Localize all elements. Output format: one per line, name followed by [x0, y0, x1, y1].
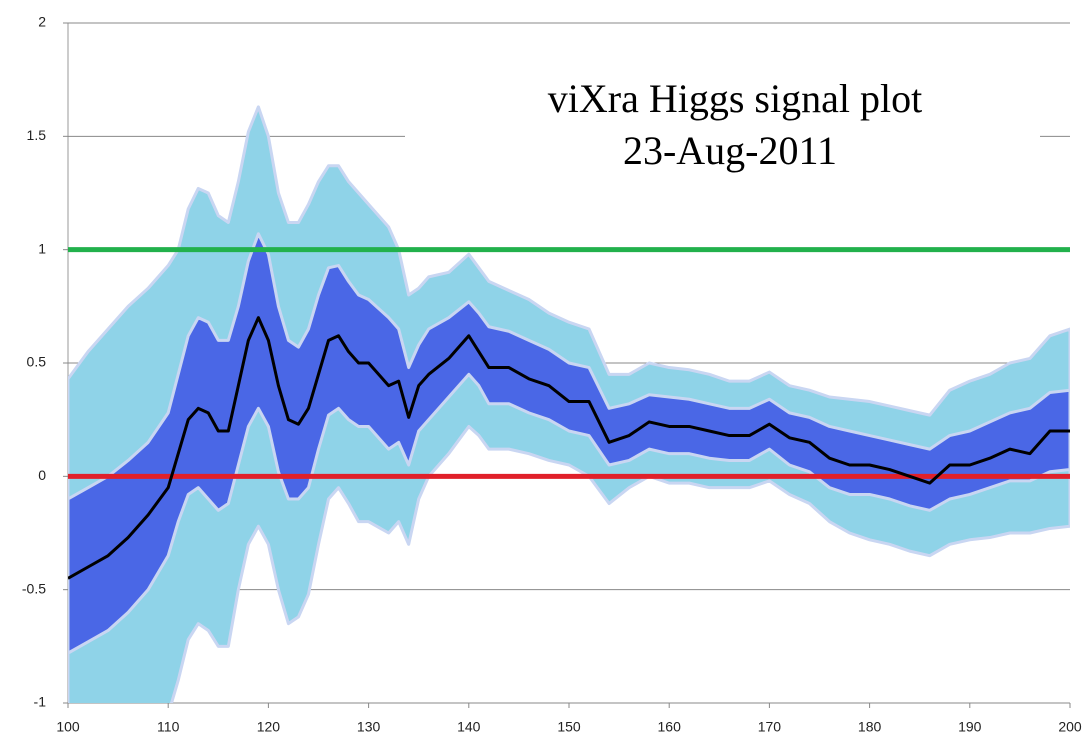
x-tick-label: 170	[758, 719, 782, 735]
x-tick-label: 200	[1058, 719, 1082, 735]
chart-title: viXra Higgs signal plot	[548, 76, 922, 121]
y-tick-label: 1.5	[27, 127, 47, 143]
x-tick-label: 100	[56, 719, 80, 735]
line	[68, 316, 1070, 580]
band	[68, 232, 1070, 655]
x-tick-label: 150	[557, 719, 581, 735]
y-tick-label: -0.5	[22, 580, 46, 596]
x-tick-label: 140	[457, 719, 481, 735]
chart-subtitle: 23-Aug-2011	[623, 128, 837, 173]
y-tick-label: 1	[38, 240, 46, 256]
x-tick-label: 180	[858, 719, 882, 735]
axis-labels: -1 -0.5 0 0.5 1 1.5 2 100 110 120 130 140 150 160 170 1…	[22, 14, 1082, 735]
x-tick-label: 130	[357, 719, 381, 735]
title-box	[405, 65, 1040, 190]
y-tick-label: 2	[38, 14, 46, 30]
y-tick-label: 0	[38, 467, 46, 483]
y-tick-label: 0.5	[27, 354, 47, 370]
plot-area	[68, 105, 1070, 703]
y-tick-label: -1	[34, 694, 47, 710]
x-tick-label: 190	[958, 719, 982, 735]
x-tick-label: 160	[658, 719, 682, 735]
x-tick-label: 120	[257, 719, 281, 735]
x-tick-label: 110	[157, 719, 180, 735]
